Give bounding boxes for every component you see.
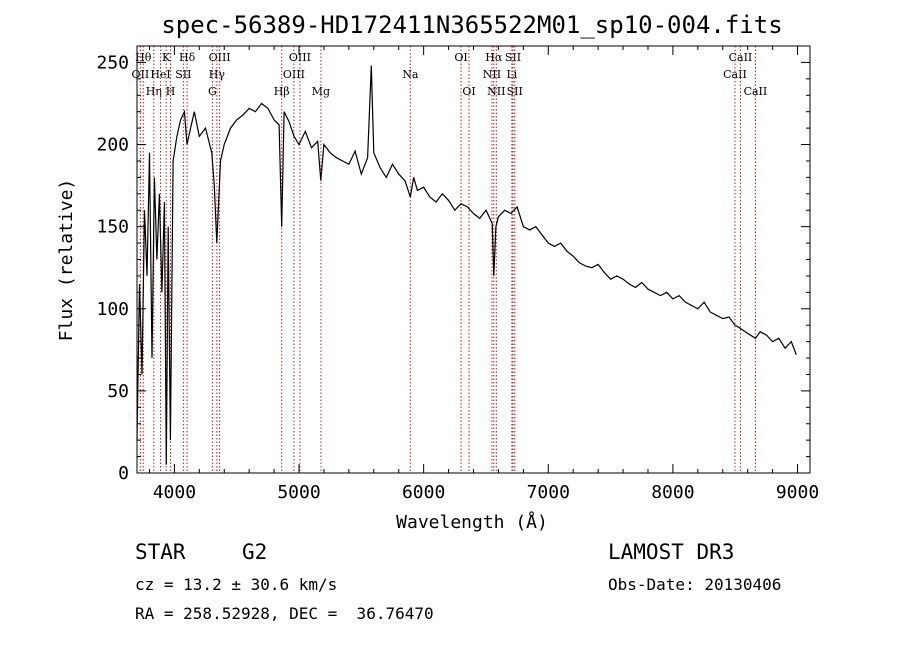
line-label-1: Hθ	[135, 51, 152, 64]
line-label-26: CaII	[744, 85, 768, 98]
survey-name: LAMOST DR3	[608, 540, 735, 564]
observation-date: Obs-Date: 20130406	[608, 575, 782, 594]
subclass: G2	[242, 540, 268, 564]
line-label-2: Hη	[146, 85, 162, 98]
y-tick-label-5: 250	[96, 52, 129, 73]
y-axis-label: Flux (relative)	[56, 179, 77, 342]
line-label-22: SII	[505, 51, 521, 64]
y-tick-label-3: 150	[96, 217, 129, 238]
y-tick-label-2: 100	[96, 299, 129, 320]
coordinates: RA = 258.52928, DEC = 36.76470	[135, 604, 434, 623]
x-tick-label-0: 4000	[153, 482, 196, 503]
y-tick-label-4: 200	[96, 135, 129, 156]
line-label-0: OII	[132, 68, 150, 81]
line-label-7: Hδ	[179, 51, 196, 64]
line-label-19: Hα	[485, 51, 503, 64]
plot-frame	[136, 45, 811, 474]
line-label-10: OIII	[209, 51, 231, 64]
x-tick-label-4: 8000	[651, 482, 694, 503]
line-label-15: Na	[402, 68, 419, 81]
x-tick-label-5: 9000	[776, 482, 819, 503]
spectrum-line	[136, 65, 797, 465]
line-label-24: CaII	[723, 68, 747, 81]
line-label-16: OI	[454, 51, 467, 64]
line-label-4: K	[162, 51, 171, 64]
line-label-8: G	[208, 85, 217, 98]
y-tick-label-1: 50	[107, 381, 129, 402]
line-label-21: Li	[506, 68, 517, 81]
redshift-velocity: cz = 13.2 ± 30.6 km/s	[135, 575, 338, 594]
line-label-13: OIII	[289, 51, 311, 64]
object-class: STAR	[135, 540, 186, 564]
x-axis-label: Wavelength (Å)	[396, 511, 548, 533]
x-tick-label-3: 7000	[527, 482, 570, 503]
chart-title: spec-56389-HD172411N365522M01_sp10-004.f…	[161, 11, 782, 39]
line-label-25: CaII	[729, 51, 753, 64]
x-tick-label-2: 6000	[402, 482, 445, 503]
line-label-23: SII	[507, 85, 523, 98]
line-label-5: H	[166, 85, 176, 98]
line-label-18: NII	[483, 68, 501, 81]
line-label-12: OIII	[283, 68, 305, 81]
y-axis-ticks: 0 50 100 150 200 250	[96, 45, 810, 484]
line-label-9: Hγ	[209, 68, 226, 81]
x-tick-label-1: 5000	[277, 482, 320, 503]
line-label-17: OI	[462, 85, 475, 98]
line-label-6: SII	[175, 68, 191, 81]
y-tick-label-0: 0	[118, 463, 129, 484]
x-axis-ticks: 4000 5000 6000 7000 8000 9000	[148, 46, 819, 503]
line-label-11: Hβ	[274, 85, 290, 98]
line-label-3: HeI	[150, 68, 170, 81]
line-label-14: Mg	[312, 85, 330, 98]
emission-line-markers: OII Hθ Hη HeI K H SII Hδ G Hγ OIII Hβ OIII OIII Mg Na OI…	[132, 46, 768, 473]
line-label-20: NII	[487, 85, 505, 98]
